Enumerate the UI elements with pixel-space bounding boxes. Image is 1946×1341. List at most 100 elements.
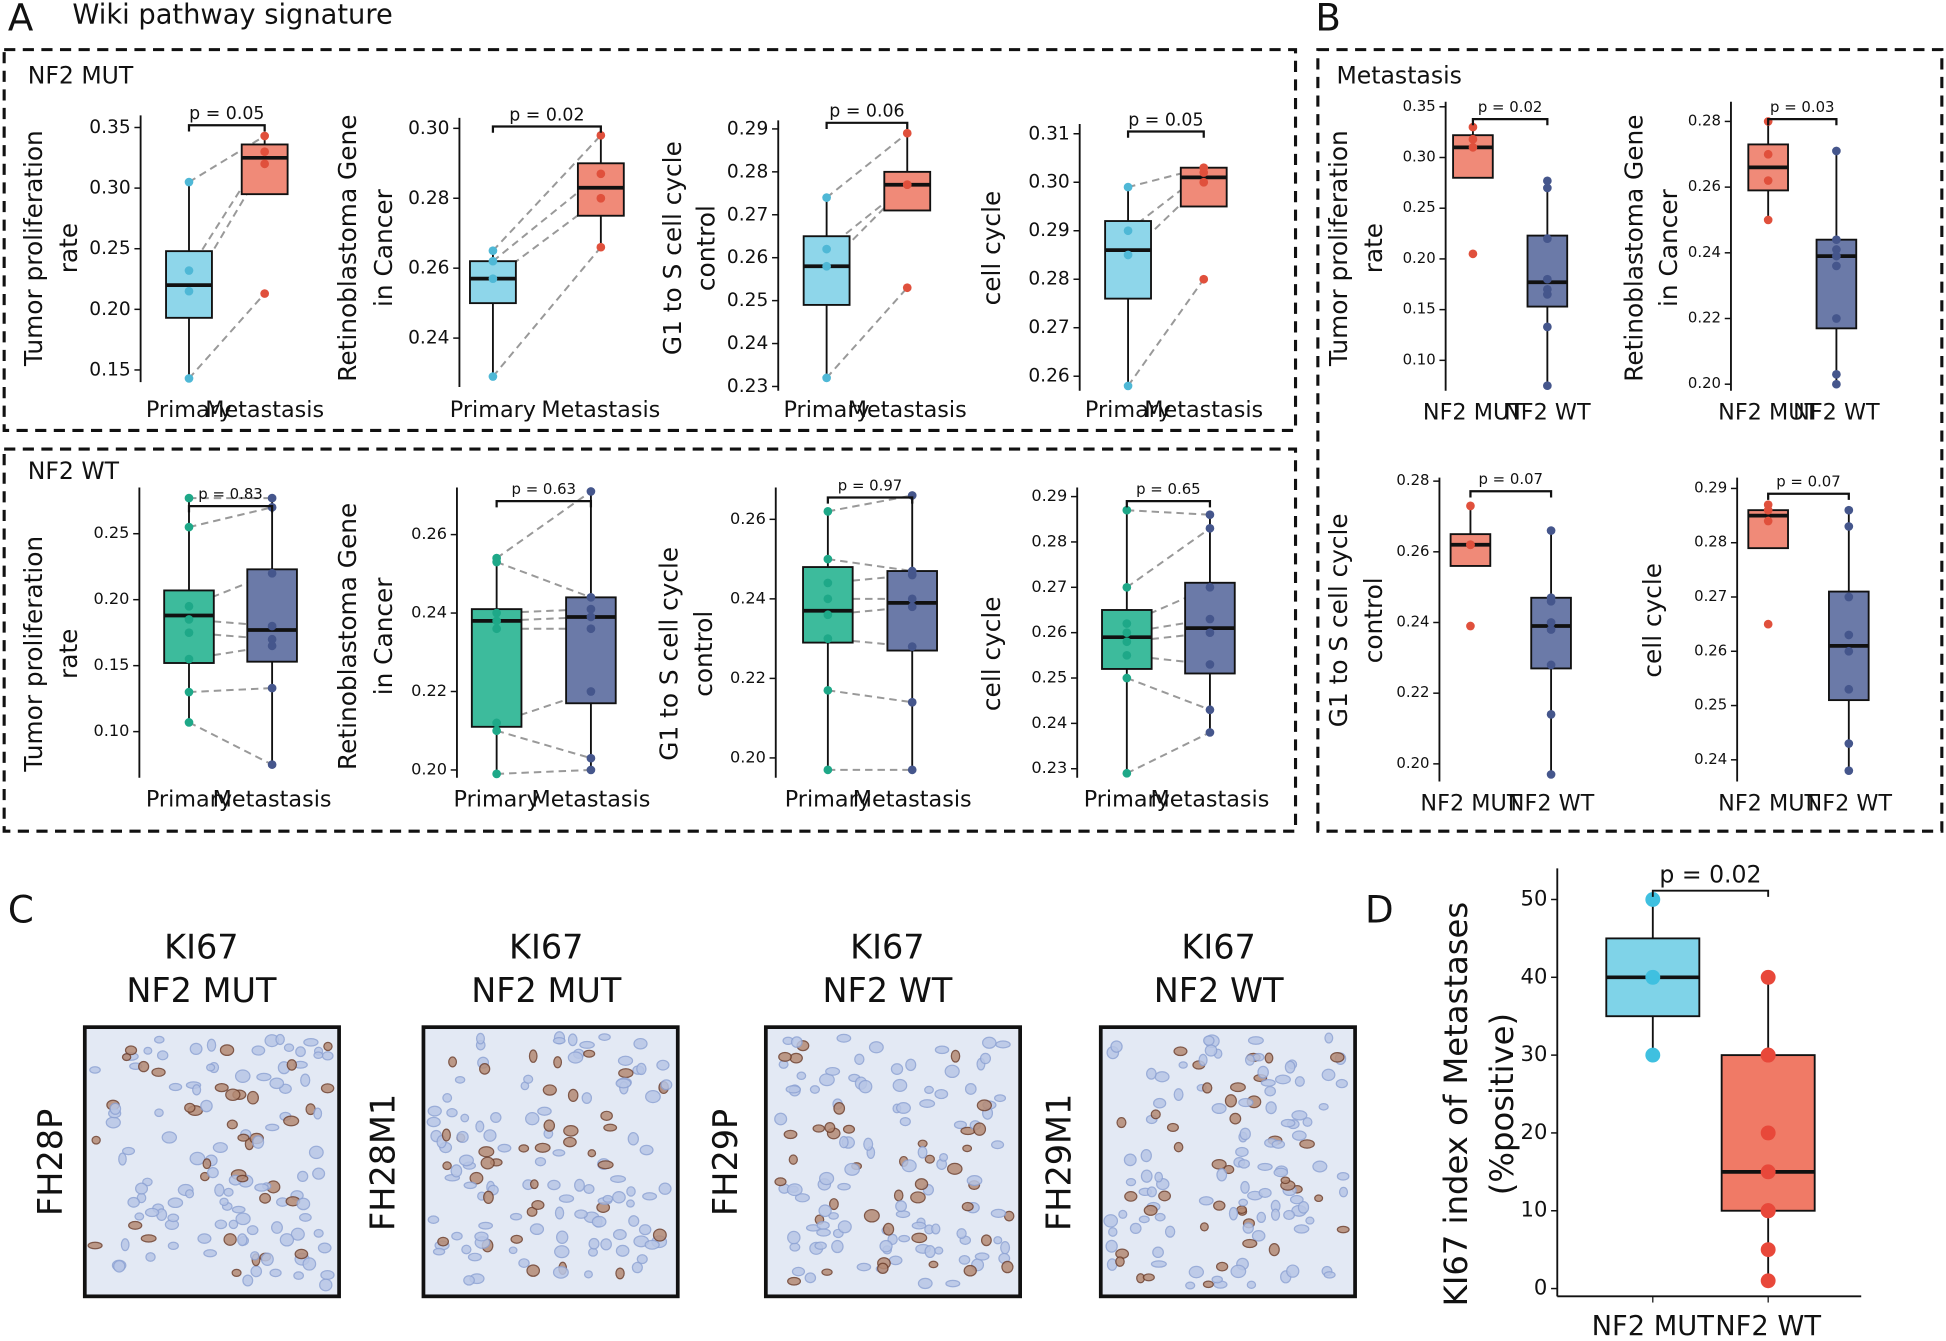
cell	[1256, 1211, 1267, 1224]
cell	[427, 1215, 440, 1224]
cell	[791, 1266, 806, 1277]
data-point	[1832, 369, 1841, 379]
cell	[293, 1271, 305, 1280]
cell	[939, 1153, 949, 1162]
x-tick-label: Metastasis	[213, 787, 332, 813]
cell	[313, 1051, 324, 1060]
cell	[1293, 1224, 1310, 1234]
cell	[214, 1219, 228, 1230]
cell	[135, 1182, 149, 1195]
cell	[911, 1221, 927, 1230]
p-bracket	[187, 124, 266, 132]
cell	[583, 1270, 593, 1279]
cell	[317, 1242, 332, 1254]
y-tick-label: 0.26	[1688, 177, 1721, 195]
cell	[821, 1268, 833, 1276]
data-point	[492, 769, 501, 779]
cell	[426, 1116, 441, 1128]
cell	[202, 1158, 212, 1170]
data-point	[907, 642, 917, 651]
cell	[1105, 1239, 1118, 1253]
cell	[167, 1213, 180, 1223]
cell	[1164, 1225, 1176, 1238]
y-tick-label: 0.28	[727, 161, 768, 182]
data-point	[1763, 516, 1773, 526]
cell	[140, 1234, 157, 1243]
cell	[237, 1133, 250, 1142]
cell	[295, 1046, 306, 1058]
y-tick-label: 0.25	[1031, 668, 1067, 687]
data-point	[823, 685, 833, 695]
cell	[1283, 1209, 1296, 1221]
p-value: p = 0.65	[1136, 480, 1200, 498]
cell	[785, 1085, 801, 1094]
data-point	[1123, 250, 1133, 260]
p-bracket	[825, 121, 909, 130]
cell	[812, 1124, 825, 1133]
data-point	[907, 602, 917, 612]
cell	[223, 1187, 234, 1197]
data-point	[907, 570, 917, 580]
data-point	[184, 628, 194, 638]
p-value: p = 0.07	[1479, 470, 1543, 488]
panel-label: B	[1315, 0, 1341, 39]
cell	[1153, 1097, 1167, 1109]
p-bracket	[1651, 889, 1770, 897]
cell	[898, 1234, 911, 1243]
cell	[924, 1154, 935, 1164]
y-tick-label: 0.24	[730, 588, 766, 607]
cell	[225, 1088, 241, 1102]
cell	[228, 1219, 239, 1230]
cell	[963, 1264, 977, 1277]
y-axis-label: control	[1359, 577, 1388, 663]
y-tick-label: 0.20	[730, 747, 766, 766]
cell	[463, 1181, 477, 1190]
cell	[905, 1058, 917, 1072]
cell	[528, 1049, 538, 1063]
group-label: Metastasis	[1336, 61, 1461, 89]
cell	[893, 1189, 904, 1202]
cell	[214, 1083, 229, 1093]
pair-line	[188, 292, 266, 380]
cell	[313, 1107, 323, 1120]
cell	[1274, 1074, 1291, 1085]
y-tick-label: 0.22	[730, 668, 766, 687]
cell	[854, 1053, 865, 1065]
data-point	[492, 624, 501, 634]
cell	[961, 1201, 974, 1212]
data-point	[260, 131, 270, 141]
cell	[542, 1084, 557, 1096]
cell	[529, 1223, 545, 1236]
cell	[1258, 1187, 1272, 1198]
cell	[294, 1248, 309, 1260]
y-tick-label: 0.10	[1403, 350, 1436, 368]
cell	[87, 1241, 103, 1250]
ihc-title: KI67	[509, 927, 583, 966]
cell	[89, 1066, 101, 1074]
cell	[588, 1237, 600, 1250]
cell	[786, 1183, 803, 1197]
cell	[844, 1162, 860, 1176]
x-tick-label: Metastasis	[531, 787, 650, 813]
p-bracket	[1126, 130, 1205, 138]
cell	[1228, 1206, 1239, 1221]
cell	[994, 1094, 1007, 1103]
cell	[1203, 1035, 1215, 1046]
cell	[1302, 1117, 1313, 1127]
cell	[203, 1249, 218, 1258]
data-point	[907, 594, 917, 604]
cell	[1000, 1240, 1011, 1255]
cell	[234, 1069, 251, 1083]
ihc-sample: FH28M1	[363, 1094, 402, 1231]
cell	[256, 1072, 272, 1082]
cell	[290, 1227, 305, 1241]
cell	[91, 1135, 101, 1145]
x-tick-label: Primary	[1084, 787, 1170, 813]
y-tick-label: 0.22	[1396, 683, 1429, 701]
data-point	[1543, 183, 1552, 193]
data-point	[822, 261, 831, 271]
x-tick-label: NF2 MUT	[1420, 790, 1520, 816]
cell	[1286, 1264, 1300, 1278]
cell	[1213, 1200, 1226, 1211]
cell	[1291, 1110, 1308, 1121]
